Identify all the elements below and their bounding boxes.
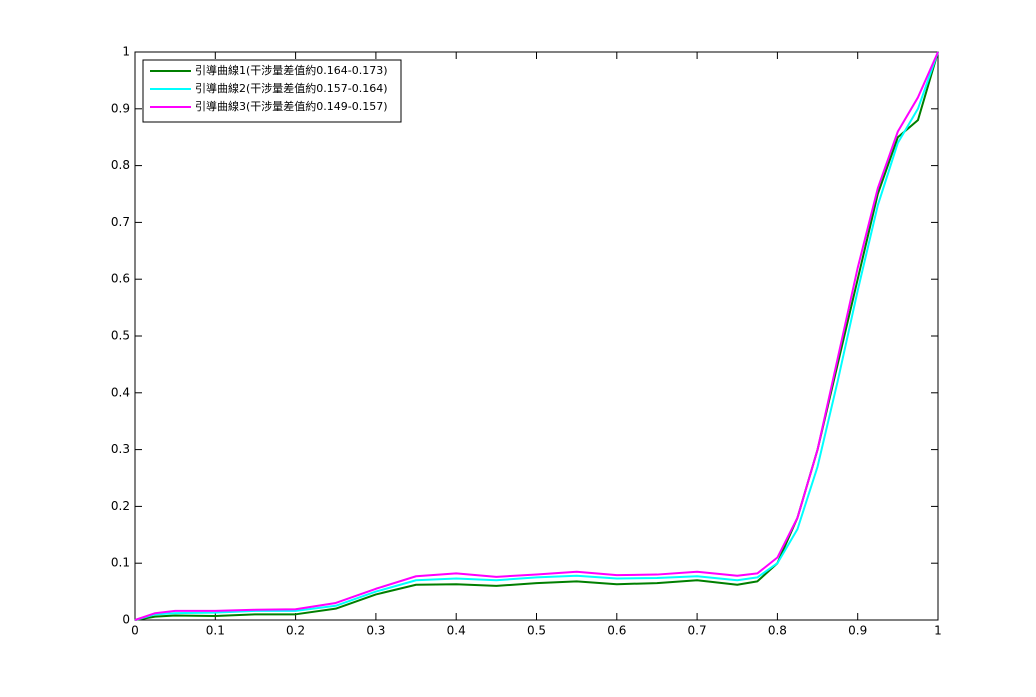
- plot-box: [134, 51, 939, 621]
- x-tick-label: 0.6: [607, 624, 626, 638]
- y-tick-label: 0.7: [111, 215, 130, 229]
- x-tick-label: 0.7: [688, 624, 707, 638]
- y-tick-label: 0: [122, 613, 130, 627]
- y-tick-label: 0.4: [111, 385, 130, 399]
- legend-label: 引導曲線3(干涉量差值約0.149-0.157): [195, 99, 388, 113]
- line: [134, 51, 939, 621]
- x-tick-label: 0.1: [206, 624, 225, 638]
- x-tick-label: 0: [131, 624, 139, 638]
- x-tick-label: 0.2: [286, 624, 305, 638]
- line: [134, 51, 939, 621]
- x-tick-label: 0.4: [447, 624, 466, 638]
- x-tick-label: 1: [934, 624, 942, 638]
- x-tick-label: 0.3: [366, 624, 385, 638]
- y-tick-label: 0.6: [111, 272, 130, 286]
- y-tick-label: 0.5: [111, 329, 130, 343]
- x-tick-label: 0.8: [768, 624, 787, 638]
- y-tick-label: 0.9: [111, 101, 130, 115]
- line: [134, 51, 939, 621]
- legend: 引導曲線1(干涉量差值約0.164-0.173) 引導曲線2(干涉量差值約0.15…: [142, 59, 402, 123]
- y-tick-label: 0.3: [111, 442, 130, 456]
- y-tick-label: 0.8: [111, 158, 130, 172]
- x-tick-label: 0.9: [848, 624, 867, 638]
- y-tick-label: 0.1: [111, 556, 130, 570]
- y-tick-label: 0.2: [111, 499, 130, 513]
- legend-label: 引導曲線2(干涉量差值約0.157-0.164): [195, 81, 388, 95]
- y-tick-label: 1: [122, 45, 130, 59]
- legend-label: 引導曲線1(干涉量差值約0.164-0.173): [195, 63, 388, 77]
- x-tick-label: 0.5: [527, 624, 546, 638]
